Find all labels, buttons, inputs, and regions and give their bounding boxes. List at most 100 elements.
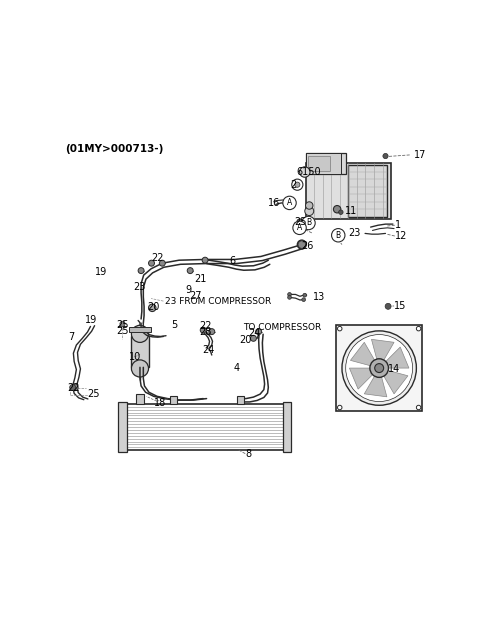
Polygon shape bbox=[364, 375, 387, 397]
Polygon shape bbox=[350, 343, 375, 366]
Circle shape bbox=[370, 358, 388, 378]
Text: 24: 24 bbox=[202, 345, 215, 355]
Text: 22: 22 bbox=[199, 321, 212, 332]
Text: 23: 23 bbox=[133, 282, 145, 292]
Text: B: B bbox=[306, 219, 311, 227]
Text: 14: 14 bbox=[388, 364, 400, 374]
Text: 23: 23 bbox=[348, 227, 360, 238]
Circle shape bbox=[148, 304, 156, 312]
Circle shape bbox=[209, 328, 215, 335]
Circle shape bbox=[295, 182, 300, 187]
Text: 23 FROM COMPRESSOR: 23 FROM COMPRESSOR bbox=[165, 296, 271, 305]
Text: A: A bbox=[297, 224, 302, 233]
Circle shape bbox=[338, 210, 343, 215]
Text: 25: 25 bbox=[117, 327, 129, 336]
Text: B: B bbox=[336, 231, 341, 240]
Text: 6150: 6150 bbox=[296, 167, 321, 178]
Bar bbox=[308, 157, 330, 171]
Text: 16: 16 bbox=[267, 198, 280, 208]
Circle shape bbox=[375, 364, 384, 373]
Bar bbox=[170, 396, 177, 404]
Circle shape bbox=[385, 304, 391, 309]
Circle shape bbox=[302, 217, 315, 229]
Circle shape bbox=[297, 240, 306, 249]
Bar bbox=[132, 335, 148, 367]
Text: 26: 26 bbox=[301, 241, 313, 251]
Text: 21: 21 bbox=[194, 273, 206, 284]
Text: A: A bbox=[287, 199, 292, 208]
Bar bbox=[237, 396, 244, 404]
Text: (01MY>000713-): (01MY>000713-) bbox=[66, 144, 164, 153]
Circle shape bbox=[132, 360, 148, 377]
Circle shape bbox=[305, 206, 314, 215]
Circle shape bbox=[283, 196, 296, 210]
Circle shape bbox=[337, 405, 342, 410]
Bar bbox=[136, 394, 144, 404]
Circle shape bbox=[200, 327, 206, 333]
Circle shape bbox=[159, 260, 165, 266]
Text: 7: 7 bbox=[68, 332, 74, 342]
Bar bbox=[336, 325, 422, 412]
Polygon shape bbox=[372, 339, 394, 361]
Circle shape bbox=[148, 260, 155, 266]
Circle shape bbox=[202, 258, 208, 263]
Bar bbox=[305, 153, 341, 174]
Circle shape bbox=[132, 325, 148, 343]
Text: 2: 2 bbox=[290, 180, 297, 190]
Bar bbox=[129, 327, 151, 332]
Circle shape bbox=[138, 268, 144, 273]
Text: 15: 15 bbox=[394, 301, 407, 311]
Text: 1: 1 bbox=[395, 220, 401, 230]
Text: 19: 19 bbox=[96, 266, 108, 277]
Text: 9: 9 bbox=[185, 286, 192, 295]
Text: 22: 22 bbox=[152, 253, 164, 263]
Text: 12: 12 bbox=[395, 231, 407, 241]
Polygon shape bbox=[349, 368, 373, 389]
Circle shape bbox=[305, 202, 313, 209]
Text: 20: 20 bbox=[147, 302, 159, 312]
Text: 20: 20 bbox=[240, 335, 252, 345]
Circle shape bbox=[300, 167, 310, 177]
Bar bbox=[305, 153, 347, 174]
Text: 19: 19 bbox=[85, 316, 97, 325]
Circle shape bbox=[256, 328, 262, 335]
Text: 4: 4 bbox=[234, 363, 240, 373]
Circle shape bbox=[383, 153, 388, 158]
Text: 10: 10 bbox=[129, 352, 141, 362]
Circle shape bbox=[72, 384, 78, 391]
Circle shape bbox=[300, 243, 304, 247]
Circle shape bbox=[303, 293, 307, 297]
Circle shape bbox=[416, 327, 421, 331]
Polygon shape bbox=[385, 347, 409, 368]
Circle shape bbox=[416, 405, 421, 410]
Text: 6: 6 bbox=[229, 256, 236, 266]
Text: 27: 27 bbox=[189, 291, 202, 300]
Circle shape bbox=[288, 293, 291, 296]
Circle shape bbox=[288, 296, 291, 299]
Text: 11: 11 bbox=[345, 206, 357, 216]
Text: 24: 24 bbox=[249, 328, 261, 338]
Text: 5: 5 bbox=[171, 320, 177, 330]
Text: 25: 25 bbox=[294, 217, 307, 227]
Circle shape bbox=[298, 241, 306, 249]
Circle shape bbox=[251, 335, 256, 341]
Bar bbox=[125, 404, 285, 450]
Text: 28: 28 bbox=[199, 327, 212, 337]
Circle shape bbox=[346, 335, 413, 401]
Text: 25: 25 bbox=[117, 320, 129, 330]
Circle shape bbox=[302, 298, 305, 302]
Text: 17: 17 bbox=[414, 150, 427, 160]
Circle shape bbox=[293, 221, 306, 235]
Text: 18: 18 bbox=[154, 397, 166, 408]
Polygon shape bbox=[383, 370, 408, 394]
Circle shape bbox=[342, 331, 416, 405]
Text: 25: 25 bbox=[87, 389, 99, 399]
Circle shape bbox=[332, 229, 345, 242]
Text: 13: 13 bbox=[313, 291, 325, 302]
Bar bbox=[305, 163, 391, 219]
Text: 8: 8 bbox=[245, 449, 252, 459]
Circle shape bbox=[297, 219, 303, 225]
Bar bbox=[283, 402, 291, 452]
Circle shape bbox=[292, 179, 303, 190]
Bar bbox=[119, 402, 127, 452]
